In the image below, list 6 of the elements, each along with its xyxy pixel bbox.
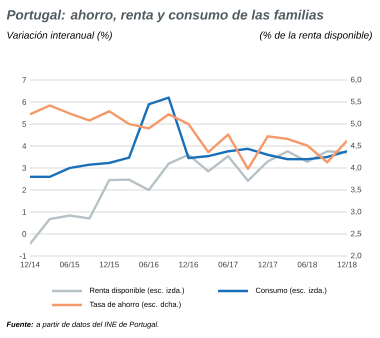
y2-axis-title: (% de la renta disponible) — [260, 31, 372, 41]
chart-title: Portugal: ahorro, renta y consumo de las familias — [6, 10, 324, 22]
line-series — [30, 96, 348, 178]
line-series — [30, 150, 348, 246]
line-series — [30, 104, 348, 170]
y-axis-title: Variación interanual (%) — [7, 31, 112, 41]
